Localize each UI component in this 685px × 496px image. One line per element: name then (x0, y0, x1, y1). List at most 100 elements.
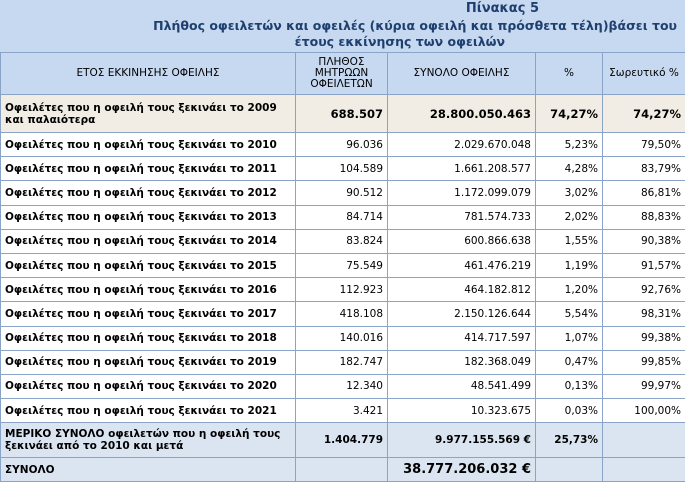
row-total: 414.717.597 (387, 325, 536, 351)
row-label: Οφειλέτες που η οφειλή τους ξεκινάει το … (0, 156, 296, 182)
table-row: Οφειλέτες που η οφειλή τους ξεκινάει το … (0, 94, 685, 133)
row-label: Οφειλέτες που η οφειλή τους ξεκινάει το … (0, 373, 296, 400)
row-count: 182.747 (295, 349, 388, 375)
table-row: Οφειλέτες που η οφειλή τους ξεκινάει το … (0, 252, 685, 279)
row-cumulative: 79,50% (602, 131, 685, 158)
row-pct: 5,23% (535, 131, 603, 158)
row-cumulative: 99,85% (602, 349, 685, 375)
table-title-line-1: Πλήθος οφειλετών και οφειλές (κύρια οφει… (153, 18, 677, 33)
row-pct: 74,27% (535, 94, 603, 133)
row-total: 461.476.219 (387, 252, 536, 279)
row-label: Οφειλέτες που η οφειλή τους ξεκινάει το … (0, 301, 296, 327)
row-pct: 1,07% (535, 325, 603, 351)
subtotal-row: ΜΕΡΙΚΟ ΣΥΝΟΛΟ οφειλετών που η οφειλή του… (0, 422, 685, 459)
row-count: 90.512 (295, 180, 388, 206)
row-label: Οφειλέτες που η οφειλή τους ξεκινάει το … (0, 228, 296, 254)
header-pct: % (535, 52, 603, 95)
row-label: Οφειλέτες που η οφειλή τους ξεκινάει το … (0, 180, 296, 206)
row-pct: 0,13% (535, 373, 603, 400)
row-pct: 1,55% (535, 228, 603, 254)
table-row: Οφειλέτες που η οφειλή τους ξεκινάει το … (0, 373, 685, 400)
header-count-label: ΠΛΗΘΟΣ ΜΗΤΡΩΩΝ ΟΦΕΙΛΕΤΩΝ (310, 56, 373, 90)
subtotal-empty-cell (602, 422, 685, 459)
table-row: Οφειλέτες που η οφειλή τους ξεκινάει το … (0, 301, 685, 327)
row-pct: 4,28% (535, 156, 603, 182)
row-pct: 5,54% (535, 301, 603, 327)
row-count: 688.507 (295, 94, 388, 133)
row-label: Οφειλέτες που η οφειλή τους ξεκινάει το … (0, 398, 296, 424)
row-count: 75.549 (295, 252, 388, 279)
row-pct: 1,19% (535, 252, 603, 279)
table-row: Οφειλέτες που η οφειλή τους ξεκινάει το … (0, 398, 685, 424)
row-total: 600.866.638 (387, 228, 536, 254)
grand-total-empty-cell (602, 457, 685, 483)
row-total: 781.574.733 (387, 204, 536, 230)
row-count: 140.016 (295, 325, 388, 351)
table-row: Οφειλέτες που η οφειλή τους ξεκινάει το … (0, 204, 685, 230)
row-total: 1.661.208.577 (387, 156, 536, 182)
row-label: Οφειλέτες που η οφειλή τους ξεκινάει το … (0, 349, 296, 375)
row-cumulative: 91,57% (602, 252, 685, 279)
grand-total-label: ΣΥΝΟΛΟ (0, 457, 296, 483)
row-pct: 1,20% (535, 277, 603, 303)
row-pct: 0,47% (535, 349, 603, 375)
grand-total-empty-cell (535, 457, 603, 483)
subtotal-total: 9.977.155.569 € (387, 422, 536, 459)
row-count: 3.421 (295, 398, 388, 424)
subtotal-label: ΜΕΡΙΚΟ ΣΥΝΟΛΟ οφειλετών που η οφειλή του… (0, 422, 296, 459)
header-total: ΣΥΝΟΛΟ ΟΦΕΙΛΗΣ (387, 52, 536, 95)
row-cumulative: 90,38% (602, 228, 685, 254)
table-title-line-2: έτους εκκίνησης των οφειλών (294, 34, 505, 49)
table-row: Οφειλέτες που η οφειλή τους ξεκινάει το … (0, 156, 685, 182)
row-count: 84.714 (295, 204, 388, 230)
row-total: 28.800.050.463 (387, 94, 536, 133)
row-pct: 0,03% (535, 398, 603, 424)
row-label: Οφειλέτες που η οφειλή τους ξεκινάει το … (0, 94, 296, 133)
row-cumulative: 74,27% (602, 94, 685, 133)
grand-total-empty-cell (295, 457, 388, 483)
row-label: Οφειλέτες που η οφειλή τους ξεκινάει το … (0, 277, 296, 303)
row-total: 464.182.812 (387, 277, 536, 303)
row-count: 112.923 (295, 277, 388, 303)
header-cumulative-label: Σωρευτικό % (609, 67, 679, 79)
header-count: ΠΛΗΘΟΣ ΜΗΤΡΩΩΝ ΟΦΕΙΛΕΤΩΝ (295, 52, 388, 95)
row-total: 2.029.670.048 (387, 131, 536, 158)
table-number: Πίνακας 5 (465, 1, 539, 16)
debt-table: ΕΤΟΣ ΕΚΚΙΝΗΣΗΣ ΟΦΕΙΛΗΣ ΠΛΗΘΟΣ ΜΗΤΡΩΩΝ ΟΦ… (0, 52, 685, 483)
grand-total-value: 38.777.206.032 € (387, 457, 536, 483)
table-row: Οφειλέτες που η οφειλή τους ξεκινάει το … (0, 277, 685, 303)
subtotal-count: 1.404.779 (295, 422, 388, 459)
grand-total-row: ΣΥΝΟΛΟ 38.777.206.032 € (0, 457, 685, 483)
row-label: Οφειλέτες που η οφειλή τους ξεκινάει το … (0, 252, 296, 279)
row-total: 48.541.499 (387, 373, 536, 400)
table-row: Οφειλέτες που η οφειλή τους ξεκινάει το … (0, 349, 685, 375)
table-row: Οφειλέτες που η οφειλή τους ξεκινάει το … (0, 131, 685, 158)
row-cumulative: 100,00% (602, 398, 685, 424)
row-cumulative: 86,81% (602, 180, 685, 206)
row-count: 104.589 (295, 156, 388, 182)
header-row: ΕΤΟΣ ΕΚΚΙΝΗΣΗΣ ΟΦΕΙΛΗΣ ΠΛΗΘΟΣ ΜΗΤΡΩΩΝ ΟΦ… (0, 52, 685, 95)
row-label: Οφειλέτες που η οφειλή τους ξεκινάει το … (0, 131, 296, 158)
row-cumulative: 88,83% (602, 204, 685, 230)
row-cumulative: 83,79% (602, 156, 685, 182)
title-block: Πίνακας 5 Πλήθος οφειλετών και οφειλές (… (0, 0, 685, 52)
row-cumulative: 99,38% (602, 325, 685, 351)
subtotal-pct: 25,73% (535, 422, 603, 459)
row-count: 418.108 (295, 301, 388, 327)
row-pct: 3,02% (535, 180, 603, 206)
row-total: 182.368.049 (387, 349, 536, 375)
row-count: 96.036 (295, 131, 388, 158)
row-total: 10.323.675 (387, 398, 536, 424)
header-year: ΕΤΟΣ ΕΚΚΙΝΗΣΗΣ ΟΦΕΙΛΗΣ (0, 52, 296, 95)
row-count: 83.824 (295, 228, 388, 254)
row-count: 12.340 (295, 373, 388, 400)
row-total: 1.172.099.079 (387, 180, 536, 206)
row-cumulative: 99,97% (602, 373, 685, 400)
table-row: Οφειλέτες που η οφειλή τους ξεκινάει το … (0, 228, 685, 254)
row-label: Οφειλέτες που η οφειλή τους ξεκινάει το … (0, 204, 296, 230)
row-total: 2.150.126.644 (387, 301, 536, 327)
header-cumulative: Σωρευτικό % (602, 52, 685, 95)
table-row: Οφειλέτες που η οφειλή τους ξεκινάει το … (0, 325, 685, 351)
row-pct: 2,02% (535, 204, 603, 230)
